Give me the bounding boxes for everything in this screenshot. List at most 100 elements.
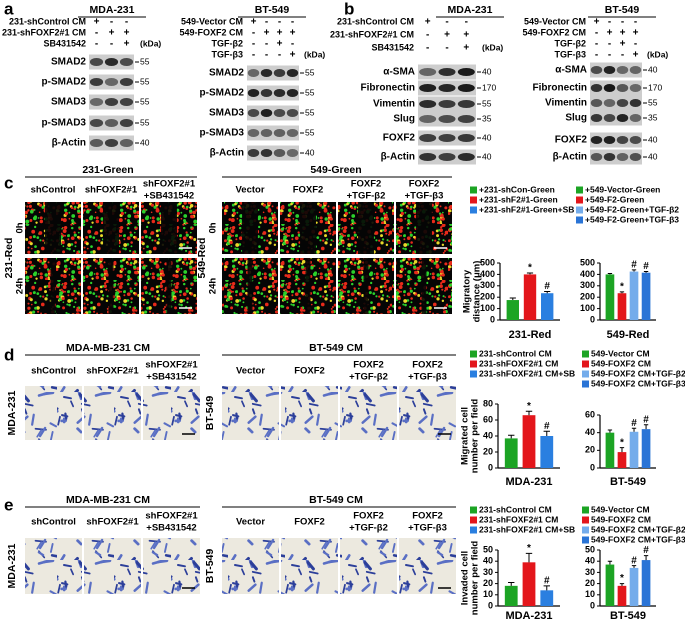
group-title: MDA-MB-231 CM: [66, 342, 150, 354]
treatment-label: SB431542: [371, 42, 414, 52]
x-axis-label: MDA-231: [505, 610, 552, 620]
panel-letter: b: [344, 0, 354, 18]
y-tick-label: 0: [590, 314, 595, 324]
legend-swatch: [582, 350, 589, 358]
bar: [506, 300, 519, 320]
treatment-sign: -: [291, 17, 294, 28]
treatment-sign: +: [277, 39, 283, 50]
legend-swatch: [582, 506, 589, 514]
error-bar: [526, 272, 534, 275]
blot-band: [603, 84, 616, 92]
treatment-label: TGF-β2: [212, 38, 244, 48]
blot-band: [419, 115, 437, 123]
blot-strip: [590, 80, 642, 96]
treatment-sign: -: [608, 39, 611, 50]
significance-mark: *: [527, 543, 531, 554]
scratch-gap: [305, 258, 311, 314]
treatment-sign: -: [291, 39, 294, 50]
row-label: MDA-231: [6, 390, 18, 435]
time-label: 24h: [15, 278, 26, 295]
y-axis-label: number per field: [470, 541, 481, 616]
legend-swatch: [470, 370, 477, 378]
blot-band: [89, 58, 104, 66]
treatment-sign: -: [445, 43, 448, 54]
blot-band: [247, 89, 260, 97]
bar: [629, 271, 639, 320]
error-bar: [607, 560, 613, 565]
legend-swatch: [470, 360, 477, 368]
blot-strip: [247, 125, 299, 141]
blot-band: [419, 134, 437, 142]
blot-band: [457, 68, 475, 76]
legend-swatch: [576, 216, 583, 224]
treatment-sign: -: [621, 50, 624, 61]
bar: [605, 432, 615, 468]
column-label: FOXF2: [294, 366, 325, 377]
legend-label: 549-FOXF2 CM: [591, 514, 651, 524]
y-tick-label: 400: [580, 269, 595, 279]
significance-mark: *: [528, 263, 532, 274]
panel-letter: c: [4, 173, 13, 192]
scratch-gap: [358, 202, 374, 254]
blot-label: Slug: [393, 114, 415, 125]
blot-label: β-Actin: [52, 138, 86, 149]
legend-swatch: [470, 526, 477, 534]
significance-mark: *: [620, 281, 624, 292]
significance-mark: #: [643, 414, 649, 425]
blot-band: [438, 134, 456, 142]
kda-value: 55: [305, 107, 315, 117]
y-tick-label: 0: [490, 314, 495, 324]
treatment-sign: -: [278, 50, 281, 61]
kda-label: (kDa): [304, 49, 325, 59]
y-tick-label: 30: [483, 567, 493, 577]
blot-band: [419, 84, 437, 92]
treatment-sign: +: [290, 50, 296, 61]
blot-band: [104, 58, 119, 66]
blot-band: [119, 78, 134, 86]
blot-band: [119, 139, 134, 147]
row-label: 549-Red: [196, 238, 208, 279]
blot-title: MDA-231: [90, 4, 135, 16]
micrograph: [399, 538, 456, 594]
panel-letter: e: [4, 495, 13, 514]
significance-mark: *: [527, 401, 531, 412]
blot-band: [260, 149, 273, 157]
x-axis-label: 231-Red: [509, 329, 552, 341]
y-axis-label: distance (μm): [472, 261, 483, 323]
kda-value: 55: [648, 97, 658, 107]
micrograph: [84, 386, 141, 440]
significance-mark: *: [620, 573, 624, 584]
treatment-label: SB431542: [43, 38, 86, 48]
blot-title: BT-549: [605, 4, 640, 16]
blot-band: [273, 149, 286, 157]
treatment-sign: -: [634, 39, 637, 50]
blot-label: p-SMAD3: [42, 118, 87, 129]
blot-band: [438, 84, 456, 92]
significance-mark: #: [631, 259, 637, 270]
error-bar: [508, 434, 515, 439]
error-bar: [643, 555, 649, 561]
scratch-gap: [50, 258, 56, 314]
treatment-sign: +: [594, 17, 600, 28]
kda-label: (kDa): [647, 49, 668, 59]
column-label: FOXF2: [353, 360, 384, 371]
kda-value: 55: [140, 56, 150, 66]
bar: [541, 293, 554, 320]
error-bar: [525, 552, 533, 563]
bar: [629, 431, 639, 468]
blot-label: Fibronectin: [533, 83, 587, 94]
legend-swatch: [470, 516, 477, 524]
scratch-gap: [108, 258, 114, 314]
blot-band: [273, 69, 286, 77]
treatment-sign: +: [277, 28, 283, 39]
time-label: 24h: [208, 278, 219, 295]
blot-band: [629, 84, 642, 92]
blot-band: [603, 114, 616, 122]
column-label: +TGF-β3: [408, 523, 447, 534]
column-label: Vector: [236, 366, 265, 377]
treatment-sign: +: [94, 17, 100, 28]
column-label: shFOXF2#1: [145, 360, 198, 371]
y-axis-label: Invaded cell: [460, 551, 471, 605]
treatment-sign: +: [633, 50, 639, 61]
treatment-sign: -: [252, 50, 255, 61]
